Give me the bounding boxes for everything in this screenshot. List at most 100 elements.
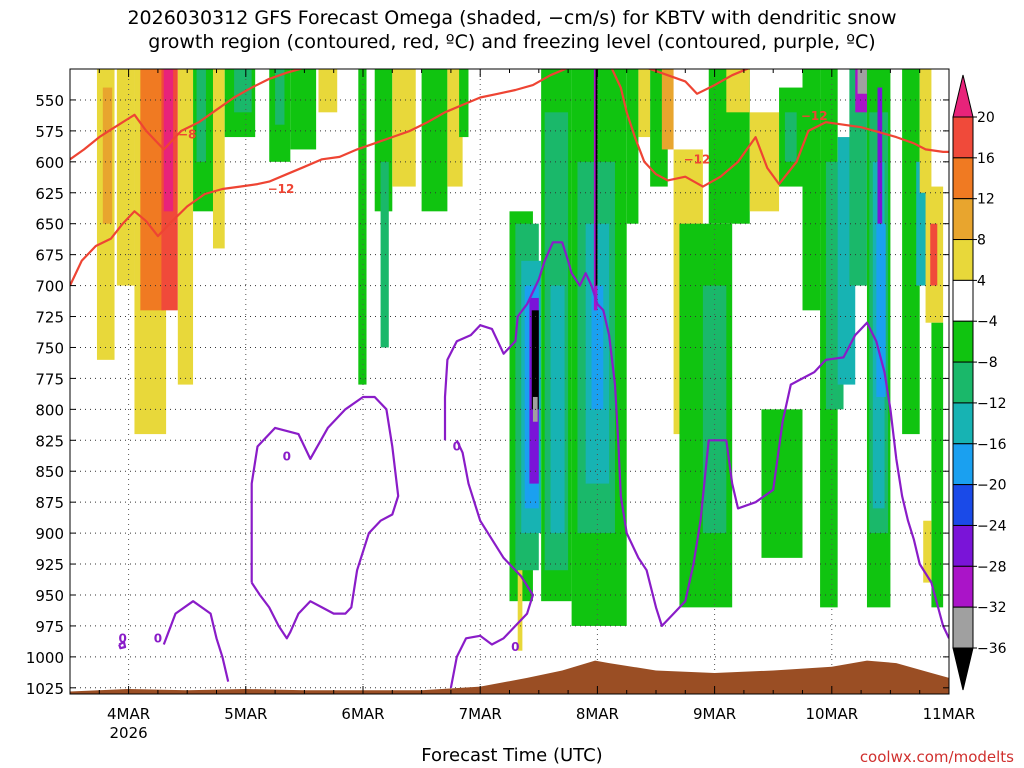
omega-cell — [177, 69, 194, 385]
colorbar-label: −16 — [977, 437, 1007, 453]
dgz-contour-line — [70, 69, 569, 287]
omega-cell — [102, 87, 113, 224]
omega-cell — [234, 69, 252, 113]
freezing-contour-label: 0 — [453, 439, 461, 453]
colorbar-swatch — [952, 565, 974, 608]
x-tick-label: 10MAR — [805, 705, 858, 723]
freezing-contour-label: 0 — [283, 449, 291, 463]
omega-cell — [531, 310, 539, 410]
colorbar-label: 12 — [977, 192, 995, 208]
colorbar-swatch — [952, 116, 974, 159]
y-tick-label: 675 — [35, 247, 64, 265]
colorbar-swatch — [952, 320, 974, 363]
freezing-contour-line — [250, 395, 400, 640]
omega-cell — [661, 69, 674, 150]
omega-cell — [275, 69, 285, 125]
chart-title: 2026030312 GFS Forecast Omega (shaded, −… — [0, 6, 1024, 54]
terrain-surface — [70, 660, 949, 694]
omega-cell — [857, 69, 867, 94]
axes: 550 575 600 625 650 675 700 725 750 775 800 825 850 8… — [26, 68, 976, 742]
omega-cell — [196, 69, 206, 162]
y-tick-label: 650 — [35, 216, 64, 234]
y-tick-label: 625 — [35, 185, 64, 203]
freezing-level-contours: 0 0 0 0 0 — [118, 241, 949, 689]
omega-cell — [212, 69, 225, 249]
colorbar-label: −8 — [977, 355, 998, 371]
omega-cell — [591, 285, 604, 410]
freezing-contour-label: 0 — [119, 631, 127, 645]
colorbar-label: −4 — [977, 314, 998, 330]
omega-cell — [593, 69, 598, 311]
omega-cell — [163, 69, 174, 212]
dgz-contour-line — [610, 69, 949, 188]
freezing-contour-line — [443, 241, 949, 639]
colorbar-arrow-top — [952, 74, 974, 118]
omega-cell — [784, 112, 797, 162]
y-tick-label: 900 — [35, 525, 64, 543]
omega-cell — [290, 69, 317, 150]
omega-cell — [459, 69, 469, 138]
omega-cell — [877, 87, 883, 224]
colorbar-swatch — [952, 361, 974, 404]
omega-cell — [380, 161, 389, 348]
y-tick-label: 825 — [35, 432, 64, 450]
omega-cell — [802, 69, 821, 311]
omega-cell — [930, 223, 938, 286]
omega-cell — [140, 69, 164, 311]
y-tick-label: 1000 — [26, 649, 64, 667]
colorbar-swatch — [952, 606, 974, 649]
colorbar-swatch — [952, 279, 974, 322]
credit-link[interactable]: coolwx.com/modelts — [859, 748, 1014, 766]
colorbar-swatch — [952, 524, 974, 567]
y-tick-label: 1025 — [26, 680, 64, 698]
colorbar-swatch — [952, 239, 974, 281]
x-axis-label: Forecast Time (UTC) — [421, 745, 603, 766]
gridlines — [70, 69, 949, 694]
omega-cell — [447, 69, 463, 187]
freezing-contour-label: 0 — [154, 631, 162, 645]
freezing-contour-label: 0 — [511, 640, 519, 654]
omega-cell — [923, 520, 932, 583]
omega-cell — [392, 69, 416, 187]
terrain — [70, 660, 949, 694]
omega-shading — [96, 69, 944, 651]
y-tick-label: 950 — [35, 587, 64, 605]
colorbar-swatch — [952, 198, 974, 241]
y-tick-label: 775 — [35, 370, 64, 388]
colorbar-label: −24 — [977, 518, 1007, 534]
omega-cell — [517, 570, 523, 651]
x-tick-sublabel: 2026 — [110, 724, 148, 742]
x-tick-label: 11MAR — [923, 705, 976, 723]
colorbar-label: −32 — [977, 600, 1007, 616]
omega-cell — [849, 69, 867, 286]
omega-cell — [358, 69, 367, 385]
dgz-contour-label: −12 — [684, 152, 711, 166]
x-tick-label: 5MAR — [224, 705, 267, 723]
dgz-contour-line — [646, 69, 750, 95]
colorbar-label: 20 — [977, 110, 995, 126]
omega-cell — [916, 161, 928, 286]
colorbar-arrow-bottom — [952, 647, 974, 691]
dgz-contour-label: −12 — [268, 182, 295, 196]
freezing-contour-line — [162, 600, 230, 682]
omega-cell — [626, 69, 639, 224]
omega-cell — [902, 69, 920, 435]
colorbar-swatch — [952, 402, 974, 445]
y-tick-label: 800 — [35, 401, 64, 419]
x-tick-label: 9MAR — [693, 705, 736, 723]
y-tick-label: 725 — [35, 309, 64, 327]
x-tick-label: 4MAR — [107, 705, 150, 723]
omega-cell — [876, 223, 886, 397]
colorbar-label: −20 — [977, 478, 1007, 494]
dendritic-growth-contours: −8 −12 −12 −12 — [70, 69, 949, 287]
omega-cell — [116, 69, 135, 286]
colorbar-label: 16 — [977, 151, 995, 167]
omega-cell — [318, 69, 338, 113]
omega-cell — [595, 69, 598, 286]
dgz-contour-label: −12 — [801, 109, 828, 123]
colorbar-swatch — [952, 157, 974, 200]
dgz-contour-label: −8 — [178, 128, 196, 142]
y-tick-label: 575 — [35, 123, 64, 141]
y-tick-label: 550 — [35, 92, 64, 110]
